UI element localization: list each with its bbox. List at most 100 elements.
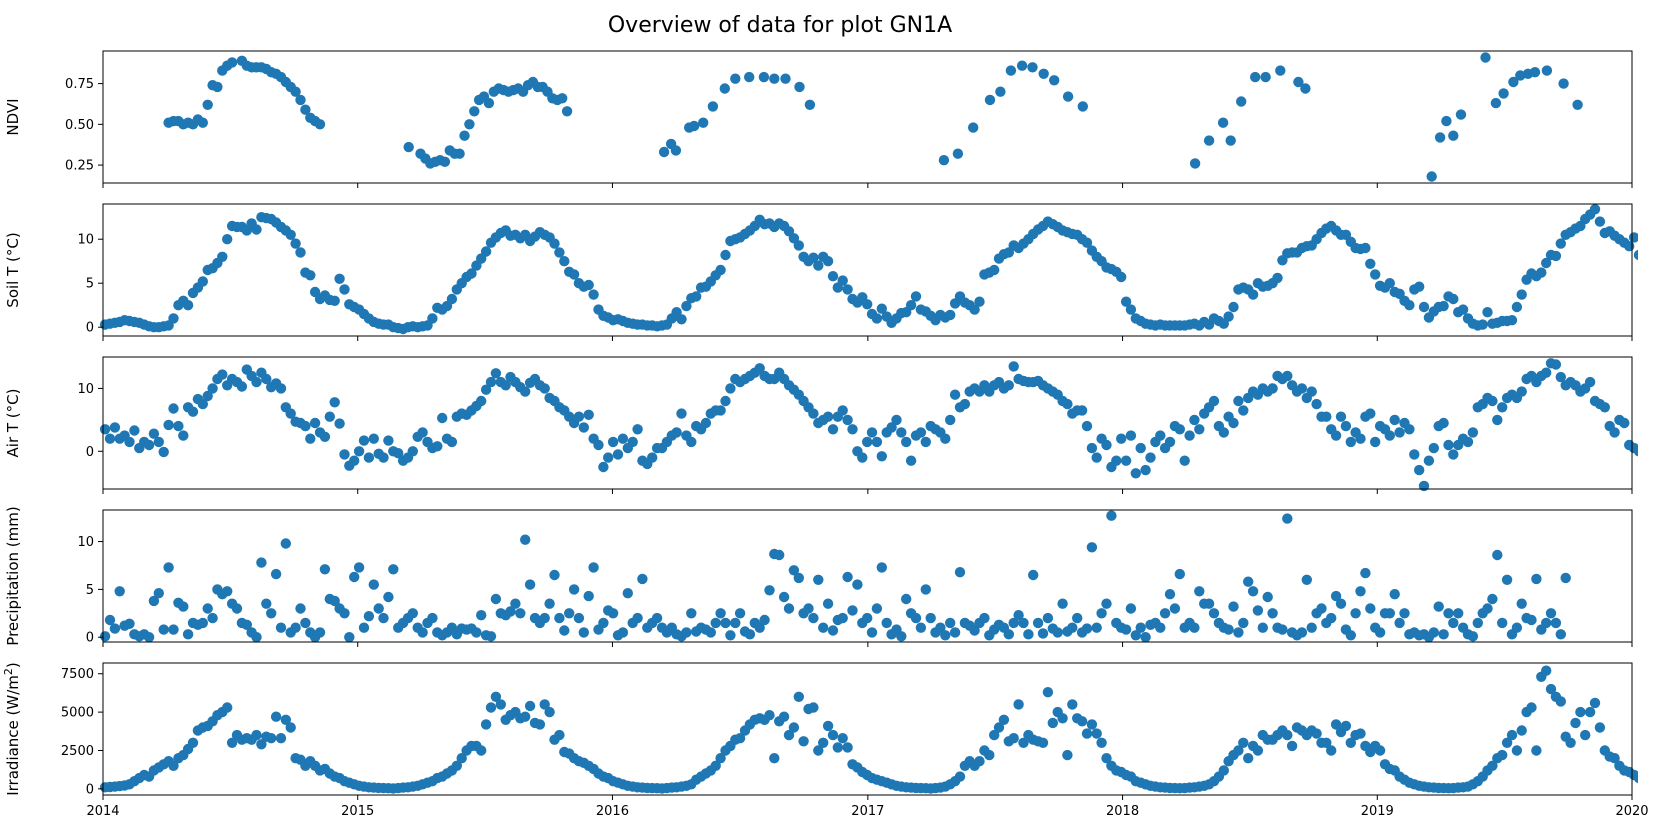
soil-point	[1116, 271, 1127, 283]
air-point	[129, 425, 140, 436]
precip-point	[881, 617, 892, 629]
irr-point	[1644, 776, 1654, 786]
precip-point	[1243, 576, 1254, 587]
precip-point	[1072, 612, 1083, 624]
precip-point	[617, 627, 629, 638]
air-point	[1008, 361, 1019, 372]
ndvi-point	[1260, 71, 1271, 83]
precip-point	[1032, 617, 1044, 629]
precip-point	[1091, 622, 1102, 633]
irr-point	[822, 720, 834, 732]
irr-point	[783, 729, 795, 741]
precip-point	[803, 603, 814, 614]
precip-point	[1350, 608, 1361, 619]
ndvi-point	[459, 130, 470, 141]
air-point	[309, 417, 321, 429]
precip-point	[1330, 590, 1342, 602]
irr-point	[1374, 745, 1386, 756]
xtick-label: 2014	[86, 804, 119, 819]
air-point	[1233, 395, 1244, 407]
soil-point	[1506, 315, 1518, 326]
ndvi-point	[1077, 101, 1089, 112]
precip-point	[349, 571, 360, 583]
irr-ylabel: Irradiance (W/m2)	[2, 662, 22, 796]
air-point	[583, 409, 594, 420]
soil-point	[329, 295, 340, 306]
precip-point	[1037, 628, 1049, 639]
air-point	[1335, 411, 1347, 422]
precip-point	[862, 612, 873, 624]
precip-point	[1374, 627, 1386, 638]
precip-point	[222, 586, 233, 597]
air-point	[1282, 370, 1293, 382]
precip-point	[725, 630, 736, 641]
ndvi-point	[1529, 67, 1541, 78]
air-point	[353, 446, 365, 457]
soil-point	[568, 269, 580, 280]
air-point	[720, 395, 731, 407]
soil-point	[1228, 301, 1239, 313]
soil-point	[1457, 304, 1469, 315]
panel-precip: 0 5 10 Precipitation (mm)	[4, 506, 1633, 647]
precip-point	[524, 579, 536, 590]
precip-point	[1267, 608, 1278, 619]
precip-point	[1159, 608, 1171, 619]
precip-point	[1511, 622, 1523, 633]
irr-point	[842, 742, 853, 753]
precip-point	[368, 579, 379, 590]
soil-point	[1448, 293, 1459, 305]
precip-point	[554, 612, 565, 624]
air-point	[1644, 443, 1654, 453]
ndvi-point	[1250, 71, 1261, 83]
soil-point	[290, 238, 301, 249]
precip-point	[99, 631, 111, 642]
precip-point	[266, 608, 277, 619]
irr-point	[266, 733, 277, 744]
xtick-label: 2015	[341, 804, 374, 819]
air-point	[480, 384, 492, 395]
air-point	[1189, 414, 1200, 426]
precip-point	[1013, 610, 1024, 621]
ndvi-point	[968, 122, 979, 133]
irr-point	[1545, 683, 1557, 695]
air-point	[334, 418, 345, 429]
air-point	[124, 436, 135, 448]
air-point	[285, 408, 296, 419]
air-point	[1081, 420, 1093, 432]
air-point	[866, 427, 878, 438]
precip-point	[383, 591, 394, 603]
air-point	[99, 424, 111, 435]
air-point	[1423, 455, 1435, 466]
irr-ytick-label: 5000	[61, 706, 94, 721]
precip-point	[1389, 589, 1400, 600]
soil-point	[715, 264, 726, 276]
ndvi-point	[557, 93, 568, 104]
air-point	[857, 452, 868, 463]
irr-point	[1487, 760, 1498, 771]
soil-point	[222, 234, 233, 245]
precip-point	[1008, 617, 1019, 629]
irr-point	[808, 702, 819, 713]
ndvi-ytick-label: 0.75	[65, 77, 94, 92]
precip-point	[774, 549, 785, 561]
air-point	[837, 405, 848, 416]
precip-point	[945, 617, 956, 629]
ndvi-point	[952, 148, 964, 159]
precip-point	[417, 627, 428, 638]
precip-point	[901, 593, 912, 605]
precip-point	[163, 562, 174, 573]
irr-point	[1282, 729, 1293, 741]
ndvi-point	[295, 94, 306, 106]
soil-point	[1624, 241, 1635, 252]
irr-point	[270, 711, 282, 722]
air-point	[104, 433, 116, 444]
air-point	[607, 436, 619, 448]
ndvi-point	[1038, 68, 1049, 80]
irr-point	[1086, 719, 1098, 730]
soil-point	[427, 313, 438, 324]
precip-point	[651, 612, 663, 624]
air-point	[1238, 405, 1249, 416]
air-point	[163, 419, 174, 431]
precip-point	[1052, 627, 1063, 638]
